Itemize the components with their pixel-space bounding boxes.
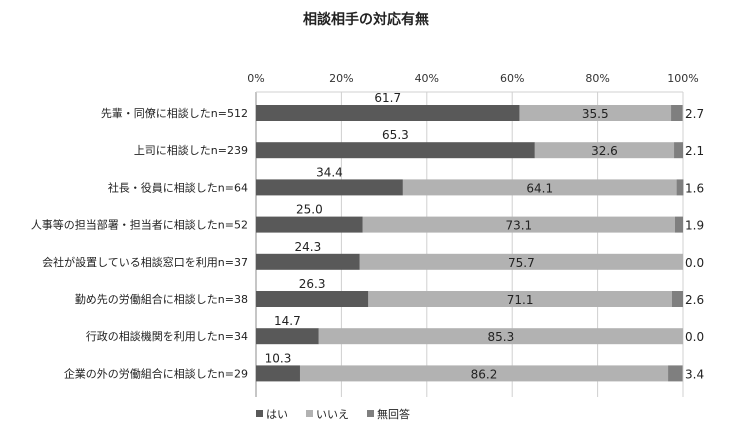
- bar-segment-yes: [256, 105, 520, 121]
- category-label: 行政の相談機関を利用したn=34: [86, 329, 248, 343]
- bar-segment-yes: [256, 142, 535, 159]
- data-label-no-answer: 2.7: [685, 107, 704, 121]
- data-label-no: 71.1: [507, 293, 534, 307]
- data-label-no-answer: 0.0: [685, 330, 704, 344]
- bar-segment-no: [402, 179, 677, 196]
- category-label: 上司に相談したn=239: [134, 143, 248, 157]
- data-label-yes: 14.7: [274, 314, 301, 328]
- x-tick-label: 60%: [500, 72, 524, 85]
- data-label-no-answer: 1.6: [685, 181, 704, 195]
- x-tick-label: 40%: [415, 72, 439, 85]
- legend-label: 無回答: [377, 407, 410, 421]
- data-label-no: 85.3: [488, 330, 515, 344]
- data-label-no-answer: 3.4: [685, 367, 704, 381]
- data-label-no: 32.6: [591, 144, 618, 158]
- data-label-no: 73.1: [505, 219, 532, 233]
- legend: はい いいえ 無回答: [256, 407, 410, 421]
- category-label: 先輩・同僚に相談したn=512: [101, 106, 248, 120]
- category-label: 勤め先の労働組合に相談したn=38: [75, 292, 248, 306]
- data-label-yes: 25.0: [296, 203, 323, 217]
- data-label-yes: 65.3: [382, 128, 409, 142]
- bar-segment-no-answer: [671, 291, 683, 307]
- data-label-yes: 26.3: [299, 277, 326, 291]
- bar-segment-yes: [256, 179, 403, 196]
- bar-segment-no-answer: [668, 365, 683, 382]
- data-label-no-answer: 2.1: [685, 144, 704, 158]
- data-label-no-answer: 1.9: [685, 219, 704, 233]
- bar-segment-no: [368, 291, 672, 307]
- x-tick-label: 0%: [247, 72, 264, 85]
- data-label-yes: 34.4: [316, 165, 343, 179]
- data-label-yes: 10.3: [265, 351, 292, 365]
- bar-segment-yes: [256, 253, 360, 270]
- data-label-no: 35.5: [582, 107, 609, 121]
- bar-segment-no: [318, 328, 683, 345]
- data-label-no-answer: 2.6: [685, 293, 704, 307]
- legend-label: いいえ: [316, 408, 349, 421]
- data-label-yes: 61.7: [374, 91, 401, 105]
- legend-swatch: [306, 410, 313, 417]
- data-label-no: 75.7: [508, 256, 535, 270]
- legend-label: はい: [266, 408, 288, 421]
- bar-segment-no: [534, 142, 675, 159]
- category-label: 会社が設置している相談窓口を利用n=37: [42, 255, 248, 269]
- bar-segment-no: [299, 365, 669, 382]
- data-label-no-answer: 0.0: [685, 256, 704, 270]
- bar-segment-yes: [256, 216, 363, 233]
- chart-title: 相談相手の対応有無: [303, 11, 429, 28]
- category-label: 企業の外の労働組合に相談したn=29: [64, 366, 248, 380]
- bar-segment-yes: [256, 365, 300, 382]
- data-label-yes: 24.3: [295, 240, 322, 254]
- bar-segment-no-answer: [674, 216, 683, 233]
- legend-swatch: [256, 410, 263, 417]
- category-label: 社長・役員に相談したn=64: [108, 180, 248, 194]
- legend-swatch: [367, 410, 374, 417]
- x-tick-label: 80%: [585, 72, 609, 85]
- bar-segment-yes: [256, 291, 369, 307]
- bar-segment-no-answer: [674, 142, 683, 159]
- bar-segment-no-answer: [676, 179, 684, 196]
- data-label-no: 64.1: [526, 181, 553, 195]
- category-label: 人事等の担当部署・担当者に相談したn=52: [31, 218, 248, 232]
- bar-segment-no: [519, 105, 672, 121]
- x-tick-label: 20%: [329, 72, 353, 85]
- bar-segment-no-answer: [671, 105, 683, 121]
- bar-segment-yes: [256, 328, 319, 345]
- bar-segment-no: [362, 216, 675, 233]
- x-tick-label: 100%: [667, 72, 698, 85]
- bar-segment-no: [359, 253, 683, 270]
- data-label-no: 86.2: [471, 367, 498, 381]
